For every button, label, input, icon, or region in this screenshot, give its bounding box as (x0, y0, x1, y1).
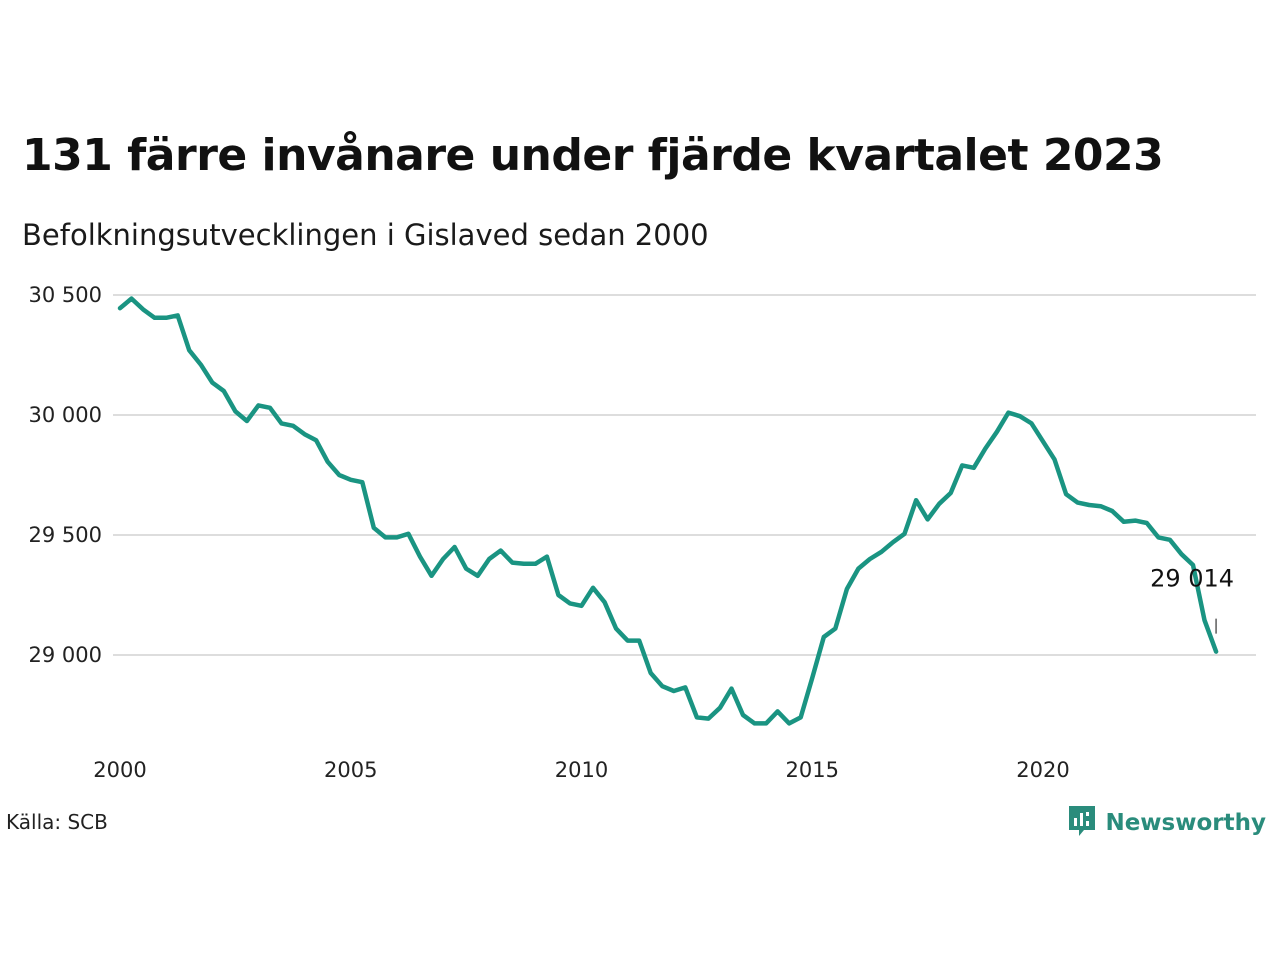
x-tick-label: 2000 (93, 758, 146, 782)
brand-name: Newsworthy (1105, 810, 1266, 836)
brand-logo[interactable]: Newsworthy (1067, 804, 1266, 842)
y-axis-tick-labels: 30 500 30 000 29 500 29 000 (29, 283, 102, 667)
y-tick-label: 30 500 (29, 283, 102, 307)
chart-subtitle: Befolkningsutvecklingen i Gislaved sedan… (22, 218, 709, 252)
x-tick-label: 2020 (1016, 758, 1069, 782)
end-value-label: 29 014 (1150, 565, 1234, 593)
source-note: Källa: SCB (6, 810, 108, 834)
newsworthy-logo-icon (1067, 804, 1097, 842)
x-tick-label: 2005 (324, 758, 377, 782)
x-axis-tick-labels: 2000 2005 2010 2015 2020 (93, 758, 1069, 782)
chart-title: 131 färre invånare under fjärde kvartale… (22, 130, 1164, 181)
y-tick-label: 30 000 (29, 403, 102, 427)
x-tick-label: 2010 (555, 758, 608, 782)
series-line (117, 296, 1219, 726)
x-tick-label: 2015 (786, 758, 839, 782)
y-tick-label: 29 500 (29, 523, 102, 547)
y-tick-label: 29 000 (29, 643, 102, 667)
gridlines (113, 294, 1256, 656)
